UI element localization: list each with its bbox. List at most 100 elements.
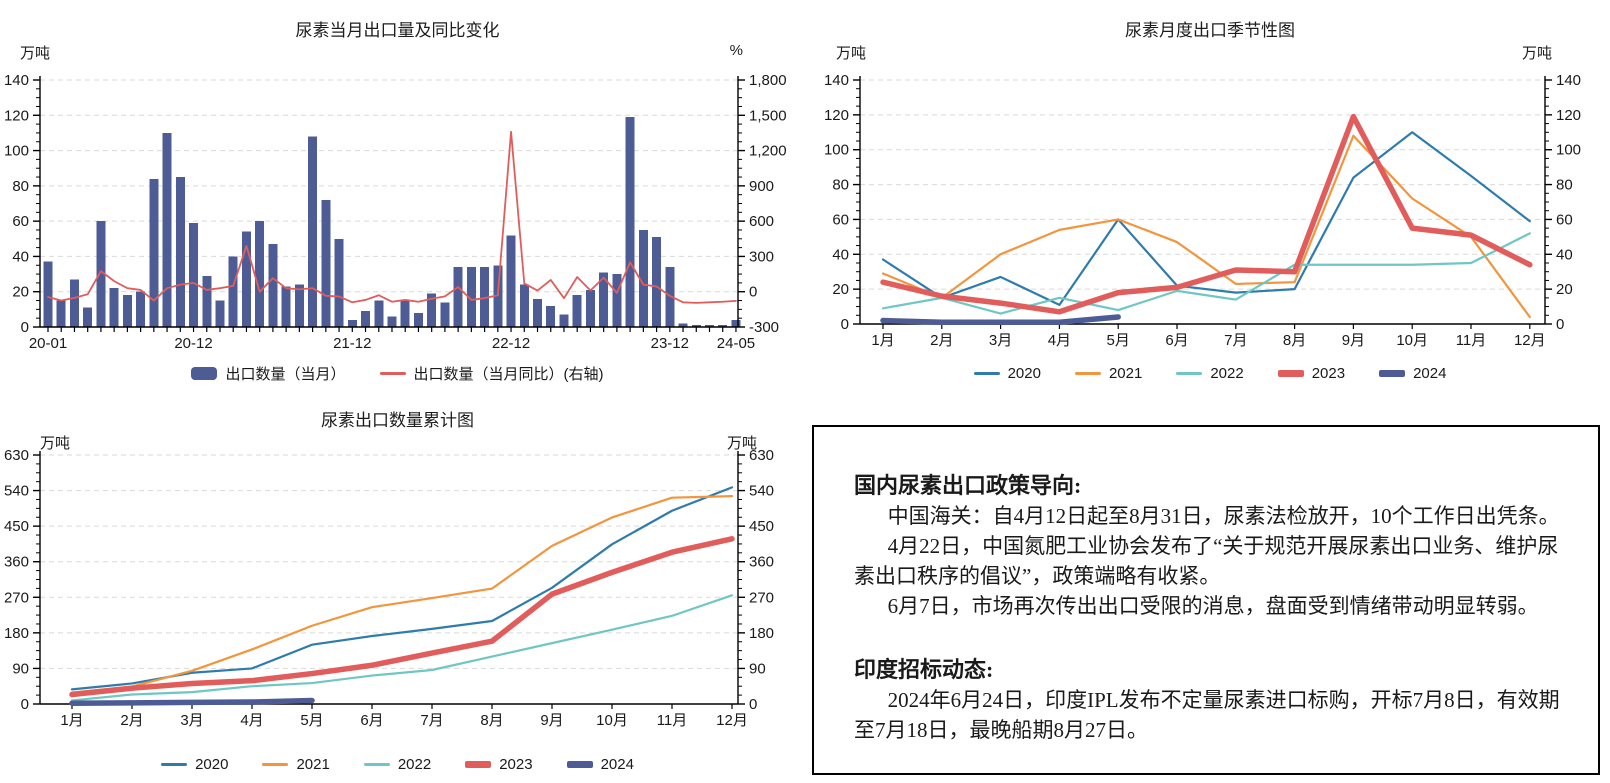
legend-item-2023: 2023 [465,756,533,773]
svg-text:450: 450 [4,518,29,535]
legend-label: 2024 [1413,365,1447,382]
series-2022-line [881,232,1531,315]
y-axis-left: 0 90 180 270 360 450 540 630 [4,447,41,713]
svg-text:80: 80 [12,178,29,195]
svg-text:22-12: 22-12 [492,335,530,352]
x-axis: 1月 2月 3月 4月 5月 6月 7月 8月 9月 10月 11月 12月 [860,323,1546,349]
svg-text:9月: 9月 [1342,332,1365,349]
svg-text:20-12: 20-12 [174,335,212,352]
y-axis-right: 0 20 40 60 80 100 120 140 [1544,72,1581,333]
legend-swatch [465,761,492,768]
legend-label: 2023 [499,756,533,773]
legend-swatch [161,763,188,766]
legend-swatch [262,763,289,766]
chart-cumulative-panel: 尿素出口数量累计图 万吨 万吨 1月 2月 3月 4月 5月 6月 7月 8月 9月 10月 11月… [0,390,795,783]
svg-text:5月: 5月 [300,712,323,729]
series-2024-line [69,697,315,706]
india-tender-paragraph: 2024年6月24日，印度IPL发布不定量尿素进口标购，开标7月8日，有效期至7… [854,688,1560,742]
svg-text:7月: 7月 [1224,332,1247,349]
svg-text:7月: 7月 [420,712,443,729]
svg-text:20: 20 [832,281,849,298]
svg-text:8月: 8月 [480,712,503,729]
svg-text:4月: 4月 [1048,332,1071,349]
svg-text:40: 40 [12,248,29,265]
chart1-plot: 20-01 20-12 21-12 22-12 23-12 24-05 0 20 40 60 80 1… [4,72,787,352]
chart3-title: 尿素出口数量累计图 [321,411,474,430]
legend-label: 2020 [195,756,229,773]
svg-text:1,800: 1,800 [749,72,787,89]
series-2020-line [881,131,1531,306]
svg-text:180: 180 [4,625,29,642]
gridlines [860,79,1545,290]
svg-text:120: 120 [1556,107,1581,124]
svg-text:10月: 10月 [596,712,628,729]
legend-swatch [566,761,593,768]
svg-text:3月: 3月 [989,332,1012,349]
svg-text:270: 270 [4,589,29,606]
legend-label: 2022 [1210,365,1244,382]
svg-text:3月: 3月 [180,712,203,729]
chart2-legend: 2020 2021 2022 2023 2024 [810,365,1610,382]
svg-text:100: 100 [1556,142,1581,159]
legend-swatch [363,763,390,766]
x-axis: 20-01 20-12 21-12 22-12 23-12 24-05 [29,326,755,352]
svg-text:10月: 10月 [1396,332,1428,349]
series-2023-line [69,536,735,698]
svg-text:9月: 9月 [540,712,563,729]
series-2021-line [881,134,1531,319]
legend-item-2024: 2024 [566,756,634,773]
domestic-policy-section: 国内尿素出口政策导向: 中国海关：自4月12日起至8月31日，尿素法检放开，10… [854,471,1576,621]
legend-item-export-yoy: 出口数量（当月同比）(右轴) [379,363,604,384]
chart1-legend: 出口数量（当月） 出口数量（当月同比）(右轴) [0,363,795,384]
policy-notes-panel: 国内尿素出口政策导向: 中国海关：自4月12日起至8月31日，尿素法检放开，10… [812,425,1600,775]
chart-monthly-export-yoy-panel: 尿素当月出口量及同比变化 万吨 % 20-01 20-12 21-12 22-12 23… [0,0,795,390]
series-2024-line [880,314,1121,326]
svg-text:0: 0 [749,284,757,301]
series-2023-line [880,113,1533,315]
policy-paragraph-customs: 中国海关：自4月12日起至8月31日，尿素法检放开，10个工作日出凭条。 [887,504,1560,528]
series-2022-line [70,594,734,702]
svg-text:20-01: 20-01 [29,335,67,352]
svg-text:630: 630 [4,447,29,464]
legend-item-2020: 2020 [973,365,1041,382]
legend-label: 2021 [296,756,330,773]
svg-text:60: 60 [1556,211,1573,228]
legend-item-export-volume: 出口数量（当月） [191,363,346,384]
legend-item-2023: 2023 [1277,365,1345,382]
legend-item-2021: 2021 [262,756,330,773]
svg-text:23-12: 23-12 [651,335,689,352]
chart2-unit-right: 万吨 [1521,45,1552,62]
svg-text:80: 80 [832,177,849,194]
svg-text:12月: 12月 [716,712,748,729]
svg-text:80: 80 [1556,177,1573,194]
legend-swatch [1074,372,1101,375]
svg-text:21-12: 21-12 [333,335,371,352]
chart2-title: 尿素月度出口季节性图 [1125,21,1295,40]
chart3-unit-right: 万吨 [726,435,757,452]
y-axis-left: 0 20 40 60 80 100 120 140 [4,72,41,336]
legend-label: 2021 [1108,365,1143,382]
svg-text:450: 450 [749,518,774,535]
svg-text:0: 0 [21,319,29,336]
svg-text:2月: 2月 [930,332,953,349]
svg-text:540: 540 [4,483,29,500]
svg-text:0: 0 [21,696,29,713]
domestic-policy-heading: 国内尿素出口政策导向: [854,473,1082,498]
svg-text:1月: 1月 [60,712,83,729]
svg-text:360: 360 [4,554,29,571]
legend-swatch [1277,370,1304,377]
svg-text:0: 0 [1556,316,1564,333]
svg-text:60: 60 [832,211,849,228]
legend-swatch [973,372,1000,375]
svg-text:140: 140 [1556,72,1581,89]
chart2-unit-left: 万吨 [836,45,867,62]
series-2021-line [70,495,734,694]
policy-paragraph-market: 6月7日，市场再次传出出口受限的消息，盘面受到情绪带动明显转弱。 [887,594,1539,618]
chart3-unit-left: 万吨 [40,435,71,452]
legend-label: 出口数量（当月） [225,366,346,383]
svg-text:100: 100 [824,142,849,159]
chart-seasonality-panel: 尿素月度出口季节性图 万吨 万吨 1月 2月 3月 4月 5月 6月 7月 8月 9月 10月 11… [810,0,1610,390]
svg-text:90: 90 [749,660,766,677]
svg-text:180: 180 [749,625,774,642]
legend-item-2024: 2024 [1379,365,1446,382]
